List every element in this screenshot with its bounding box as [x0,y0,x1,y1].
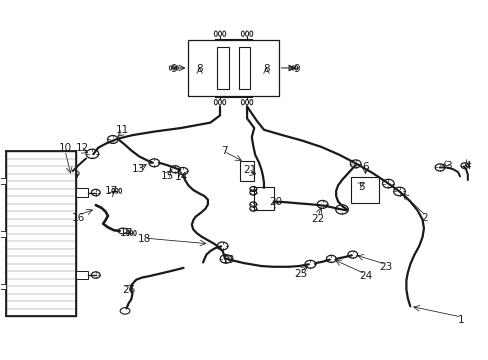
Bar [216,46,228,89]
Text: 14: 14 [174,172,187,182]
Text: 8: 8 [196,64,203,74]
Text: 17: 17 [120,228,133,238]
Text: 9: 9 [293,64,300,74]
Text: 24: 24 [358,271,371,281]
Bar [76,188,88,197]
Text: 17: 17 [105,186,118,196]
Text: 1: 1 [457,315,464,325]
Text: 6: 6 [362,162,368,172]
Text: 15: 15 [161,171,174,181]
Bar [188,40,278,96]
Text: 22: 22 [310,215,324,224]
Bar [0,231,5,237]
Bar [0,178,5,184]
Text: 4: 4 [464,161,470,171]
Text: 9: 9 [170,64,177,74]
Bar [76,271,88,279]
Text: 19: 19 [222,255,235,265]
Text: 5: 5 [358,182,364,192]
Bar [5,151,76,316]
Text: 26: 26 [122,285,135,296]
Bar [350,177,378,203]
Text: 13: 13 [131,164,144,174]
Text: 10: 10 [59,143,71,153]
Text: 3: 3 [444,161,451,171]
Text: 16: 16 [72,213,85,222]
Bar [254,187,273,211]
Text: 2: 2 [421,213,427,222]
Text: 21: 21 [242,165,256,175]
Text: 20: 20 [269,197,282,207]
Text: 12: 12 [76,143,89,153]
Bar [238,46,250,89]
Text: 8: 8 [263,64,269,74]
Text: 11: 11 [116,125,129,135]
Text: 23: 23 [379,262,392,272]
Bar [0,284,5,289]
Text: 25: 25 [293,269,306,279]
Bar [239,161,254,181]
Text: 7: 7 [220,146,227,156]
Text: 18: 18 [138,234,151,244]
